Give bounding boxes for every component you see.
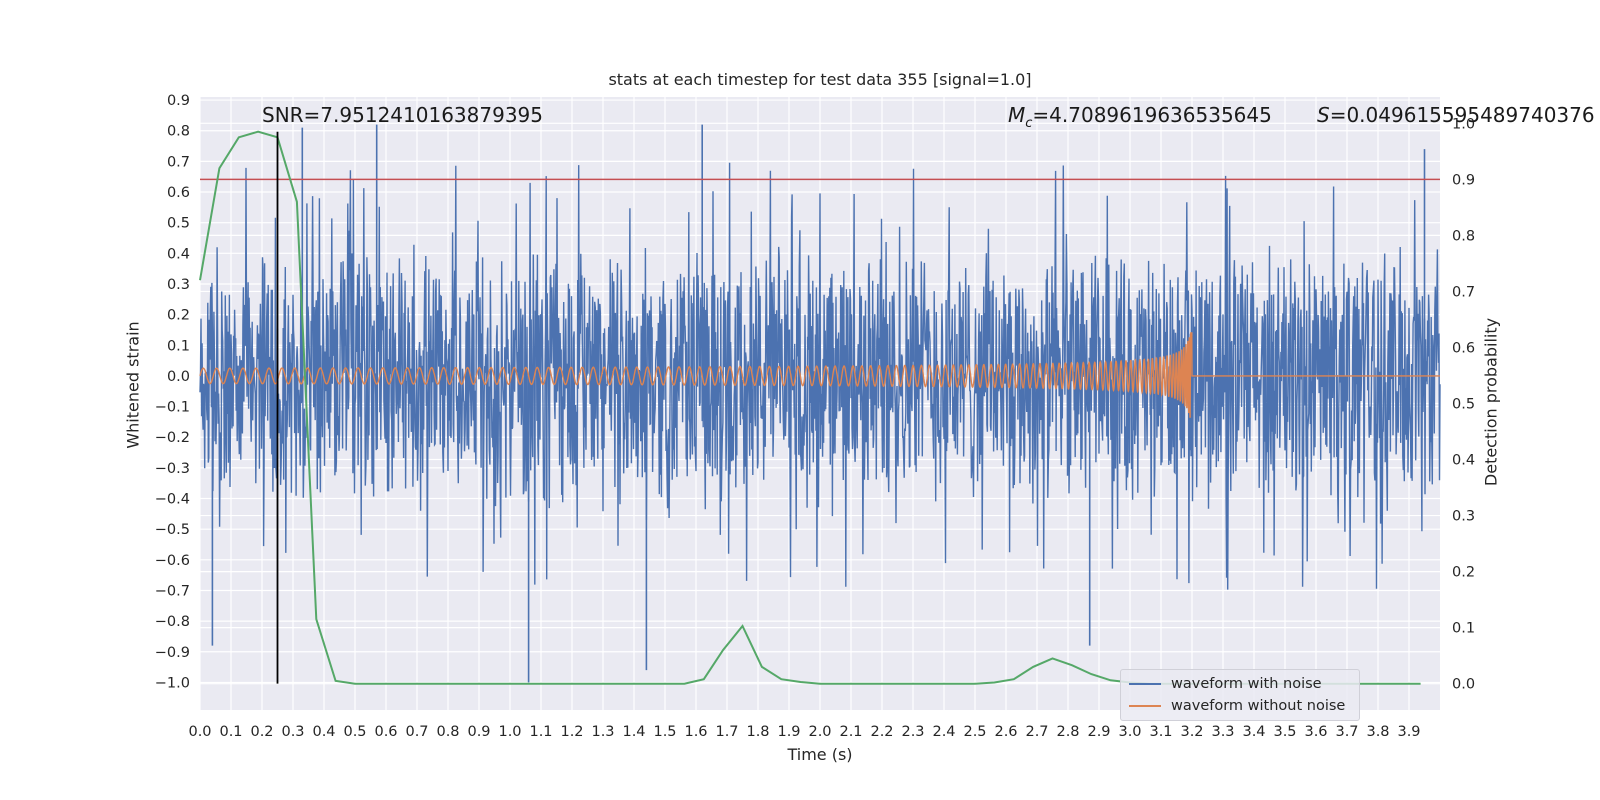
y-axis-label-right: Detection probability (1481, 317, 1501, 487)
y-tick-label-left: −1.0 (155, 675, 190, 691)
legend-swatch-noise (1129, 683, 1161, 685)
x-tick-label: 1.4 (622, 724, 645, 740)
x-tick-label: 1.1 (529, 724, 552, 740)
x-tick-label: 0.0 (188, 724, 211, 740)
y-tick-label-right: 0.8 (1452, 228, 1475, 244)
x-tick-label: 0.1 (219, 724, 242, 740)
x-tick-label: 2.5 (963, 724, 986, 740)
y-axis-label-left: Whitened strain (123, 321, 143, 449)
y-tick-label-left: −0.8 (155, 614, 190, 630)
y-tick-label-left: 0.4 (167, 246, 190, 262)
spin-symbol: S (1317, 103, 1330, 127)
x-tick-label: 2.4 (932, 724, 955, 740)
y-tick-label-right: 0.0 (1452, 677, 1475, 693)
chirp-mass-symbol: M (1008, 103, 1026, 127)
y-tick-label-right: 0.4 (1452, 453, 1475, 469)
y-tick-label-left: −0.6 (155, 553, 190, 569)
x-tick-label: 2.2 (870, 724, 893, 740)
x-tick-label: 1.3 (591, 724, 614, 740)
x-tick-label: 1.7 (715, 724, 738, 740)
x-tick-label: 2.7 (1025, 724, 1048, 740)
y-tick-label-right: 0.3 (1452, 509, 1475, 525)
x-tick-label: 2.3 (901, 724, 924, 740)
chirp-mass-annotation: Mc=4.7089619636535645 (1008, 103, 1272, 131)
y-tick-label-left: 0.8 (167, 124, 190, 140)
x-tick-label: 1.0 (498, 724, 521, 740)
y-tick-label-right: 0.6 (1452, 340, 1475, 356)
y-tick-label-right: 0.7 (1452, 284, 1475, 300)
x-tick-label: 3.9 (1397, 724, 1420, 740)
x-tick-label: 3.2 (1180, 724, 1203, 740)
y-tick-label-left: 0.1 (167, 338, 190, 354)
y-tick-label-left: −0.5 (155, 522, 190, 538)
x-tick-label: 2.8 (1056, 724, 1079, 740)
spin-value: =0.049615595489740376 (1329, 103, 1595, 127)
x-tick-label: 3.0 (1118, 724, 1141, 740)
x-tick-label: 3.1 (1149, 724, 1172, 740)
y-tick-label-left: −0.1 (155, 400, 190, 416)
y-tick-label-right: 0.5 (1452, 397, 1475, 413)
x-tick-label: 1.8 (746, 724, 769, 740)
y-tick-label-left: 0.6 (167, 185, 190, 201)
x-tick-label: 0.5 (343, 724, 366, 740)
legend-item-clean: waveform without noise (1129, 695, 1345, 717)
x-tick-label: 0.4 (312, 724, 335, 740)
y-tick-label-left: 0.0 (167, 369, 190, 385)
y-tick-label-left: 0.5 (167, 216, 190, 232)
chirp-mass-value: =4.7089619636535645 (1032, 103, 1272, 127)
x-tick-label: 0.8 (436, 724, 459, 740)
y-tick-label-left: 0.2 (167, 308, 190, 324)
series-line-clean (199, 332, 1440, 418)
x-tick-label: 2.0 (808, 724, 831, 740)
legend: waveform with noise waveform without noi… (1120, 669, 1360, 721)
legend-label-clean: waveform without noise (1171, 698, 1346, 714)
series-line-noise (199, 162, 1441, 590)
y-tick-label-left: 0.3 (167, 277, 190, 293)
chart-title: stats at each timestep for test data 355… (608, 70, 1032, 89)
x-tick-label: 1.5 (653, 724, 676, 740)
x-tick-label: 2.9 (1087, 724, 1110, 740)
x-tick-label: 3.8 (1366, 724, 1389, 740)
y-tick-label-left: −0.9 (155, 645, 190, 661)
y-tick-label-left: 0.9 (167, 93, 190, 109)
x-tick-label: 3.4 (1242, 724, 1265, 740)
y-tick-label-right: 0.2 (1452, 565, 1475, 581)
y-tick-label-left: −0.7 (155, 583, 190, 599)
y-tick-label-left: −0.2 (155, 430, 190, 446)
x-tick-label: 0.9 (467, 724, 490, 740)
x-tick-label: 0.6 (374, 724, 397, 740)
x-tick-label: 0.2 (250, 724, 273, 740)
x-tick-label: 1.6 (684, 724, 707, 740)
x-tick-label: 0.7 (405, 724, 428, 740)
x-tick-label: 2.6 (994, 724, 1017, 740)
y-tick-label-left: −0.4 (155, 492, 190, 508)
x-tick-label: 3.7 (1335, 724, 1358, 740)
legend-swatch-clean (1129, 705, 1161, 707)
spin-annotation: S=0.049615595489740376 (1317, 103, 1595, 127)
chirp-mass-subscript: c (1025, 116, 1033, 131)
x-axis-label: Time (s) (787, 745, 853, 764)
x-tick-label: 1.2 (560, 724, 583, 740)
y-tick-label-right: 1.0 (1452, 116, 1475, 132)
y-tick-label-left: 0.7 (167, 154, 190, 170)
y-tick-label-right: 0.9 (1452, 172, 1475, 188)
x-tick-label: 0.3 (281, 724, 304, 740)
x-tick-label: 3.3 (1211, 724, 1234, 740)
x-tick-label: 3.6 (1304, 724, 1327, 740)
x-tick-label: 3.5 (1273, 724, 1296, 740)
snr-annotation: SNR=7.9512410163879395 (262, 103, 543, 127)
legend-item-noise: waveform with noise (1129, 673, 1322, 695)
x-tick-label: 2.1 (839, 724, 862, 740)
y-tick-label-right: 0.1 (1452, 621, 1475, 637)
x-tick-label: 1.9 (777, 724, 800, 740)
y-tick-label-left: −0.3 (155, 461, 190, 477)
legend-label-noise: waveform with noise (1171, 676, 1322, 692)
